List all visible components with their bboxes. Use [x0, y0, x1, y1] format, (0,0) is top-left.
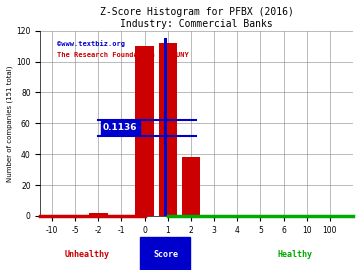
Text: The Research Foundation of SUNY: The Research Foundation of SUNY	[57, 52, 188, 58]
Text: Unhealthy: Unhealthy	[64, 250, 109, 259]
Bar	[164, 38, 167, 216]
Text: Score: Score	[153, 250, 178, 259]
Text: 0.1136: 0.1136	[103, 123, 138, 133]
Bar	[182, 157, 200, 216]
Text: Healthy: Healthy	[278, 250, 313, 259]
Text: ©www.textbiz.org: ©www.textbiz.org	[57, 40, 125, 47]
Bar	[89, 213, 108, 216]
Bar	[158, 43, 177, 216]
Y-axis label: Number of companies (151 total): Number of companies (151 total)	[7, 65, 13, 182]
Title: Z-Score Histogram for PFBX (2016)
Industry: Commercial Banks: Z-Score Histogram for PFBX (2016) Indust…	[100, 7, 294, 29]
Bar	[135, 46, 154, 216]
